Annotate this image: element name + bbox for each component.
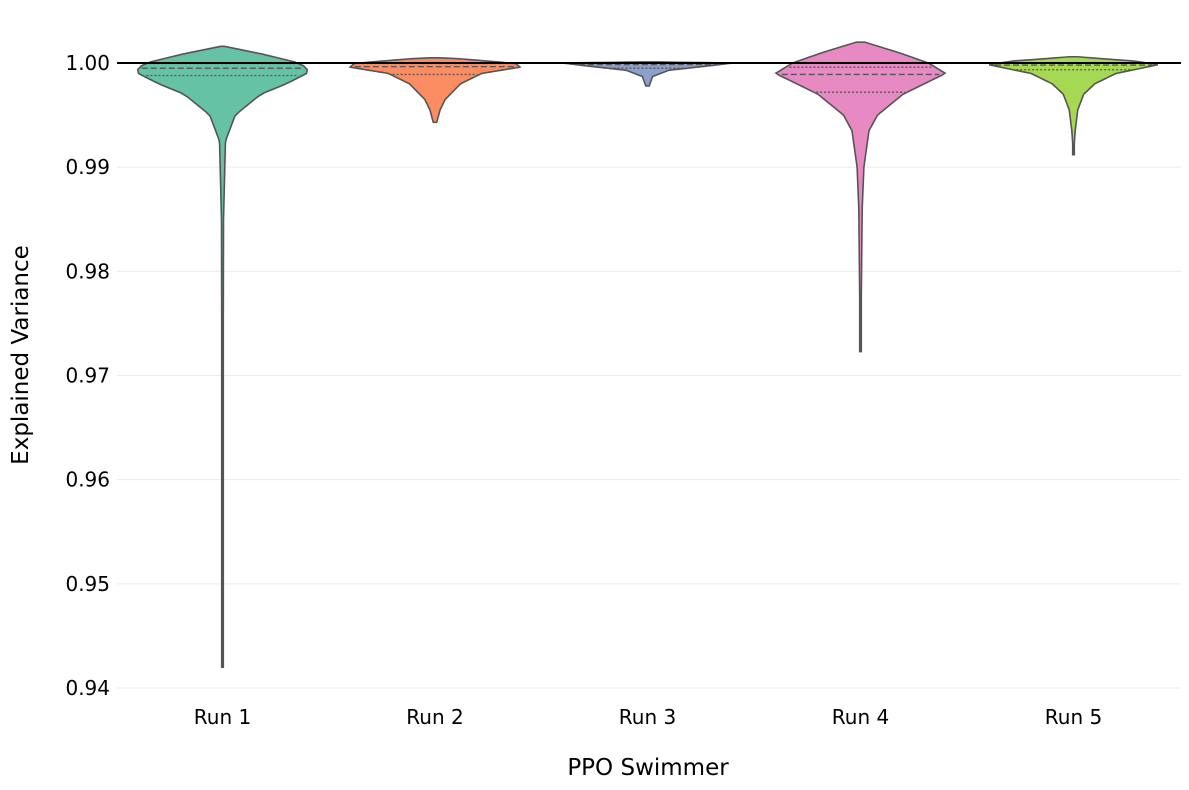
y-tick-label: 0.96 bbox=[65, 468, 110, 492]
violins bbox=[136, 41, 1159, 668]
y-tick-label: 0.95 bbox=[65, 572, 110, 596]
x-tick-label: Run 2 bbox=[406, 705, 463, 729]
violin-body-1 bbox=[136, 45, 309, 668]
violin-4 bbox=[774, 41, 947, 353]
y-tick-label: 0.99 bbox=[65, 155, 110, 179]
violin-body-3 bbox=[562, 61, 733, 87]
violin-1 bbox=[136, 45, 309, 668]
x-tick-label: Run 3 bbox=[619, 705, 676, 729]
violin-2 bbox=[348, 56, 522, 124]
x-tick-label: Run 5 bbox=[1045, 705, 1102, 729]
violin-body-5 bbox=[988, 55, 1159, 156]
x-tick-labels: Run 1 Run 2 Run 3 Run 4 Run 5 bbox=[194, 705, 1102, 729]
x-tick-label: Run 1 bbox=[194, 705, 251, 729]
violin-5 bbox=[988, 55, 1159, 156]
y-tick-label: 0.97 bbox=[65, 364, 110, 388]
y-axis-title: Explained Variance bbox=[8, 245, 34, 465]
violin-body-2 bbox=[348, 56, 522, 124]
x-tick-label: Run 4 bbox=[832, 705, 889, 729]
x-axis-title: PPO Swimmer bbox=[567, 755, 729, 781]
y-tick-label: 0.98 bbox=[65, 259, 110, 283]
violin-3 bbox=[562, 61, 733, 87]
y-tick-labels: 0.94 0.95 0.96 0.97 0.98 0.99 1.00 bbox=[65, 51, 110, 700]
grid bbox=[117, 62, 1181, 689]
violin-body-4 bbox=[774, 41, 947, 353]
y-tick-label: 1.00 bbox=[65, 51, 110, 75]
y-tick-label: 0.94 bbox=[65, 676, 110, 700]
